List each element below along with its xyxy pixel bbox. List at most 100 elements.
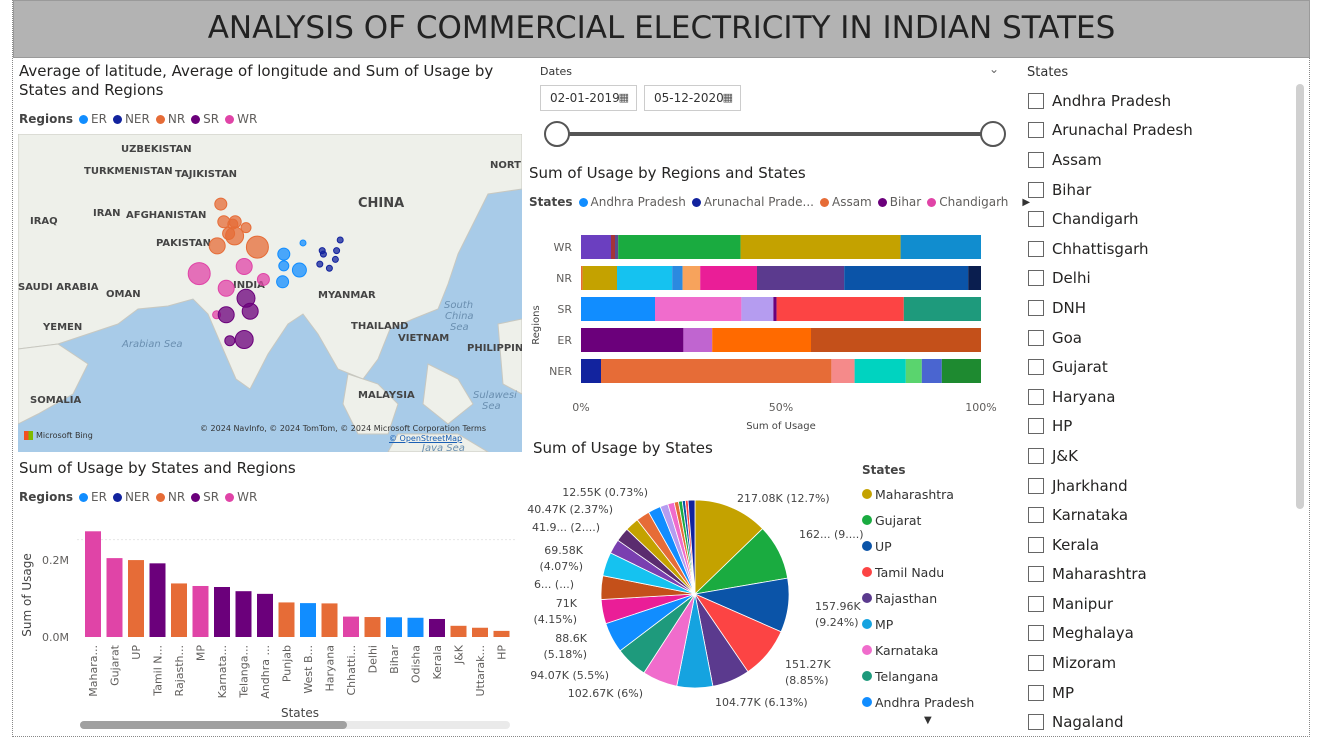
pie-slice[interactable] <box>694 499 764 595</box>
bar[interactable] <box>343 616 359 637</box>
bar[interactable] <box>106 558 123 637</box>
pie-legend-item[interactable]: Telangana <box>862 663 974 689</box>
stacked-bar-segment[interactable] <box>581 235 611 259</box>
map-bubble-er[interactable] <box>291 262 307 278</box>
stacked-bar-segment[interactable] <box>831 359 855 383</box>
checkbox[interactable] <box>1028 151 1044 168</box>
bar[interactable] <box>149 563 166 637</box>
map-bubble-nr[interactable] <box>208 237 226 255</box>
pie-slice[interactable] <box>687 499 696 595</box>
bar[interactable] <box>364 617 381 637</box>
slicer-item[interactable]: Kerala <box>1028 530 1298 560</box>
stacked-bar-segment[interactable] <box>581 359 601 383</box>
bar-legend-item-nr[interactable]: NR <box>155 490 185 504</box>
checkbox[interactable] <box>1028 299 1044 316</box>
checkbox[interactable] <box>1028 418 1044 435</box>
stacked-bar-segment[interactable] <box>700 266 757 290</box>
map-bubble-ner[interactable] <box>336 236 344 244</box>
end-date-input[interactable]: 05-12-2020 ▦ <box>644 85 741 111</box>
map-osm-link[interactable]: © OpenStreetMap <box>389 434 463 443</box>
checkbox[interactable] <box>1028 655 1044 672</box>
map-bubble-sr[interactable] <box>234 330 254 350</box>
slicer-item[interactable]: Manipur <box>1028 589 1298 619</box>
map-bubble-sr[interactable] <box>224 335 236 347</box>
checkbox[interactable] <box>1028 536 1044 553</box>
stacked-legend-item[interactable]: Assam <box>819 195 872 209</box>
stacked-legend-item[interactable]: Andhra Pradesh <box>578 195 686 209</box>
map-bubble-ner[interactable] <box>331 255 339 263</box>
map-legend-item-nr[interactable]: NR <box>155 112 185 126</box>
bar[interactable] <box>429 618 445 637</box>
map-bubble-wr[interactable] <box>217 279 235 297</box>
slicer-item[interactable]: Jharkhand <box>1028 471 1298 501</box>
stacked-bar-segment[interactable] <box>757 266 845 290</box>
bar[interactable] <box>235 591 252 637</box>
map-bubble-er[interactable] <box>277 247 291 261</box>
legend-more-arrow-icon[interactable]: ▼ <box>924 715 932 726</box>
checkbox[interactable] <box>1028 211 1044 228</box>
slicer-item[interactable]: Mizoram <box>1028 648 1298 678</box>
stacked-bar-segment[interactable] <box>655 297 742 321</box>
map-bubble-er[interactable] <box>299 239 307 247</box>
stacked-legend-item[interactable]: Chandigarh <box>927 195 1008 209</box>
stacked-bar-segment[interactable] <box>921 359 942 383</box>
map-bubble-ner[interactable] <box>319 250 327 258</box>
bar[interactable] <box>493 630 510 637</box>
checkbox[interactable] <box>1028 684 1044 701</box>
checkbox[interactable] <box>1028 240 1044 257</box>
map-legend-item-wr[interactable]: WR <box>225 112 257 126</box>
map-bubble-ner[interactable] <box>316 260 324 268</box>
calendar-icon[interactable]: ▦ <box>618 91 629 104</box>
slicer-scrollbar[interactable] <box>1296 84 1304 509</box>
stacked-bar-segment[interactable] <box>582 266 617 290</box>
map-bubble-er[interactable] <box>278 260 290 272</box>
slicer-item[interactable]: Chandigarh <box>1028 204 1298 234</box>
stacked-bar-segment[interactable] <box>905 359 922 383</box>
map-legend-item-ner[interactable]: NER <box>112 112 150 126</box>
slicer-item[interactable]: Meghalaya <box>1028 619 1298 649</box>
stacked-bar-segment[interactable] <box>844 266 969 290</box>
stacked-bar-segment[interactable] <box>581 297 655 321</box>
map-bubble-nr[interactable] <box>245 235 269 259</box>
bar[interactable] <box>257 593 273 637</box>
slicer-item[interactable]: HP <box>1028 412 1298 442</box>
stacked-bar-segment[interactable] <box>941 359 981 383</box>
legend-next-arrow-icon[interactable]: ▶ <box>1022 196 1031 208</box>
pie-legend-item[interactable]: Tamil Nadu <box>862 559 974 585</box>
checkbox[interactable] <box>1028 359 1044 376</box>
bar[interactable] <box>214 587 230 637</box>
slicer-item[interactable]: DNH <box>1028 293 1298 323</box>
stacked-bar-segment[interactable] <box>611 235 615 259</box>
stacked-bar-segment[interactable] <box>903 297 981 321</box>
stacked-bar-segment[interactable] <box>581 266 583 290</box>
bar[interactable] <box>450 625 467 637</box>
stacked-bar-segment[interactable] <box>776 297 904 321</box>
slicer-item[interactable]: Arunachal Pradesh <box>1028 116 1298 146</box>
pie-legend-item[interactable]: Rajasthan <box>862 585 974 611</box>
checkbox[interactable] <box>1028 625 1044 642</box>
stacked-bar-segment[interactable] <box>581 328 684 352</box>
bar[interactable] <box>472 627 488 637</box>
slicer-item[interactable]: Goa <box>1028 323 1298 353</box>
map-bubble-nr[interactable] <box>214 197 228 211</box>
slicer-item[interactable]: J&K <box>1028 441 1298 471</box>
checkbox[interactable] <box>1028 477 1044 494</box>
stacked-legend-item[interactable]: Bihar <box>877 195 921 209</box>
stacked-bar-segment[interactable] <box>968 266 981 290</box>
stacked-bar-segment[interactable] <box>672 266 683 290</box>
bar[interactable] <box>386 617 402 637</box>
stacked-bar-segment[interactable] <box>712 328 811 352</box>
map-bubble-nr[interactable] <box>217 215 231 229</box>
map-bubble-wr[interactable] <box>235 258 253 275</box>
pie-legend-item[interactable]: Andhra Pradesh <box>862 689 974 715</box>
map-bubble-nr[interactable] <box>240 222 252 234</box>
stacked-bar-segment[interactable] <box>773 297 777 321</box>
calendar-icon[interactable]: ▦ <box>722 91 733 104</box>
stacked-bar-segment[interactable] <box>618 235 741 259</box>
bar[interactable] <box>300 603 316 637</box>
stacked-bar-segment[interactable] <box>615 235 619 259</box>
map-bubble-ner[interactable] <box>333 247 341 255</box>
stacked-legend-item[interactable]: Arunachal Prade... <box>691 195 814 209</box>
stacked-bar-segment[interactable] <box>741 297 774 321</box>
slicer-item[interactable]: Nagaland <box>1028 707 1298 737</box>
